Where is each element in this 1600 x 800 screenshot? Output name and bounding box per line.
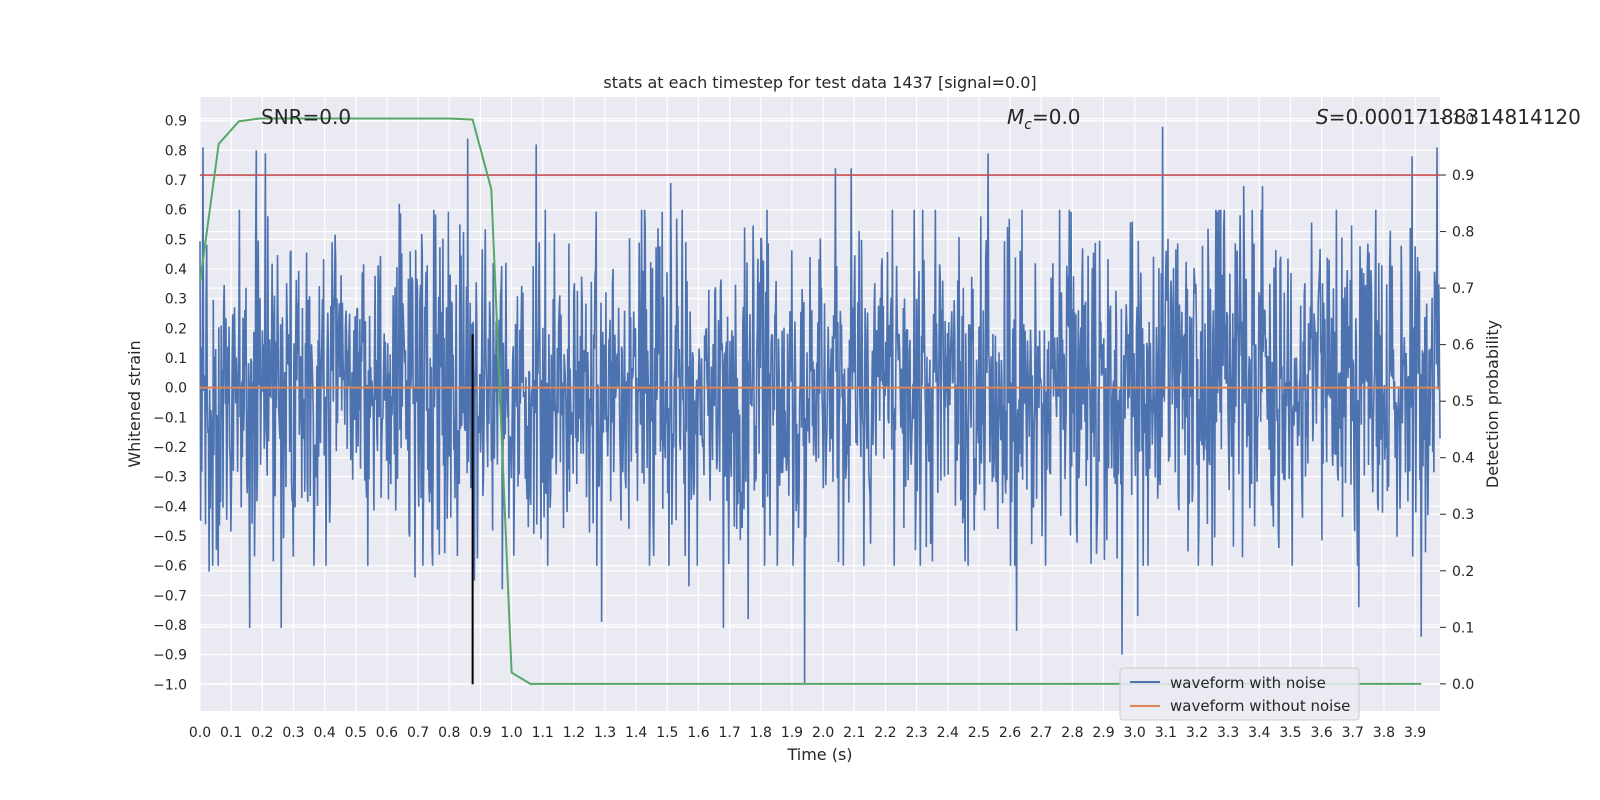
x-tick-label: 2.6: [999, 725, 1021, 741]
x-tick-label: 3.1: [1155, 725, 1177, 741]
y-tick-label: 0.5: [165, 232, 187, 248]
y-tick-label: 0.6: [165, 203, 187, 219]
x-axis-ticks: 0.0 0.1 0.2 0.3 0.4 0.5 0.6 0.7 0.8 0.9 1.0 1.1 1.2 1…: [189, 725, 1426, 741]
s-value: =0.00017188314814120: [1329, 105, 1581, 129]
y2-tick-label: 0.8: [1452, 225, 1474, 241]
x-tick-label: 0.1: [220, 725, 242, 741]
x-tick-label: 0.8: [438, 725, 460, 741]
y-tick-label: −1.0: [153, 677, 187, 693]
s-annotation: S=0.00017188314814120: [1316, 105, 1581, 129]
x-axis-label: Time (s): [786, 745, 852, 764]
y2-tick-label: 0.0: [1452, 677, 1474, 693]
y-tick-label: −0.9: [153, 648, 187, 664]
y-tick-label: 0.8: [165, 143, 187, 159]
x-tick-label: 1.8: [750, 725, 772, 741]
s-symbol: S: [1316, 105, 1329, 129]
x-tick-label: 2.1: [843, 725, 865, 741]
x-tick-label: 2.9: [1092, 725, 1114, 741]
x-tick-label: 1.0: [500, 725, 522, 741]
legend-label-waveform-with-noise: waveform with noise: [1170, 674, 1326, 692]
x-tick-label: 0.6: [376, 725, 398, 741]
x-tick-label: 1.2: [563, 725, 585, 741]
y2-axis-ticks: 1.0 0.9 0.8 0.7 0.6 0.5 0.4 0.3 0.2 0.1 0.0: [1440, 111, 1474, 693]
chirp-mass-value: =0.0: [1032, 105, 1081, 129]
x-tick-label: 1.9: [781, 725, 803, 741]
y-axis-label: Whitened strain: [125, 340, 144, 467]
y-tick-label: −0.1: [153, 410, 187, 426]
x-tick-label: 1.4: [625, 725, 647, 741]
x-tick-label: 0.3: [282, 725, 304, 741]
x-tick-label: 0.4: [313, 725, 335, 741]
y-tick-label: 0.3: [165, 292, 187, 308]
x-tick-label: 1.3: [594, 725, 616, 741]
x-tick-label: 0.0: [189, 725, 211, 741]
x-tick-label: 1.7: [719, 725, 741, 741]
y2-tick-label: 1.0: [1452, 111, 1474, 127]
x-tick-label: 2.8: [1061, 725, 1083, 741]
y2-tick-label: 0.6: [1452, 338, 1474, 354]
x-tick-label: 3.9: [1404, 725, 1426, 741]
y2-tick-label: 0.9: [1452, 168, 1474, 184]
y-tick-label: −0.3: [153, 470, 187, 486]
chirp-mass-subscript: c: [1024, 117, 1032, 133]
x-tick-label: 2.3: [905, 725, 927, 741]
x-tick-label: 3.7: [1342, 725, 1364, 741]
series-waveform-with-noise: [199, 126, 1441, 685]
x-tick-label: 3.8: [1373, 725, 1395, 741]
y-axis-ticks: 0.9 0.8 0.7 0.6 0.5 0.4 0.3 0.2 0.1 0.0 −0.1 −0.2 −0…: [153, 114, 187, 694]
y-tick-label: 0.2: [165, 321, 187, 337]
y-tick-label: −0.4: [153, 499, 187, 515]
detection-probability-line: [199, 117, 1422, 685]
y-tick-label: 0.7: [165, 173, 187, 189]
x-tick-label: 2.2: [874, 725, 896, 741]
x-tick-label: 3.3: [1217, 725, 1239, 741]
x-tick-label: 0.7: [407, 725, 429, 741]
y2-tick-label: 0.2: [1452, 564, 1474, 580]
y-tick-label: −0.8: [153, 618, 187, 634]
x-tick-label: 3.0: [1124, 725, 1146, 741]
waveform-with-noise-line: [199, 126, 1441, 685]
x-tick-label: 1.1: [532, 725, 554, 741]
y2-tick-label: 0.3: [1452, 507, 1474, 523]
snr-annotation: SNR=0.0: [261, 105, 351, 129]
y2-tick-label: 0.4: [1452, 451, 1474, 467]
x-tick-label: 3.6: [1310, 725, 1332, 741]
x-tick-label: 2.4: [937, 725, 959, 741]
y2-tick-label: 0.1: [1452, 620, 1474, 636]
chirp-mass-symbol: M: [1007, 105, 1024, 129]
x-tick-label: 3.2: [1186, 725, 1208, 741]
y2-tick-label: 0.5: [1452, 394, 1474, 410]
y-tick-label: 0.9: [165, 114, 187, 130]
x-tick-label: 2.5: [968, 725, 990, 741]
y-tick-label: −0.6: [153, 559, 187, 575]
y-tick-label: 0.1: [165, 351, 187, 367]
x-tick-label: 0.9: [469, 725, 491, 741]
y-tick-label: 0.0: [165, 381, 187, 397]
x-tick-label: 2.7: [1030, 725, 1052, 741]
y-tick-label: 0.4: [165, 262, 187, 278]
x-tick-label: 0.2: [251, 725, 273, 741]
legend-label-waveform-without-noise: waveform without noise: [1170, 697, 1350, 715]
x-tick-label: 1.6: [687, 725, 709, 741]
x-tick-label: 0.5: [345, 725, 367, 741]
chart-title: stats at each timestep for test data 143…: [603, 73, 1036, 92]
y2-axis-label: Detection probability: [1483, 320, 1502, 488]
x-tick-label: 2.0: [812, 725, 834, 741]
legend: waveform with noise waveform without noi…: [1119, 667, 1360, 721]
y-tick-label: −0.5: [153, 529, 187, 545]
legend-box: [1119, 667, 1360, 721]
y2-tick-label: 0.7: [1452, 281, 1474, 297]
y-tick-label: −0.7: [153, 588, 187, 604]
chirp-mass-annotation: Mc=0.0: [1007, 105, 1081, 133]
x-tick-label: 3.4: [1248, 725, 1270, 741]
x-tick-label: 3.5: [1279, 725, 1301, 741]
y-tick-label: −0.2: [153, 440, 187, 456]
x-tick-label: 1.5: [656, 725, 678, 741]
